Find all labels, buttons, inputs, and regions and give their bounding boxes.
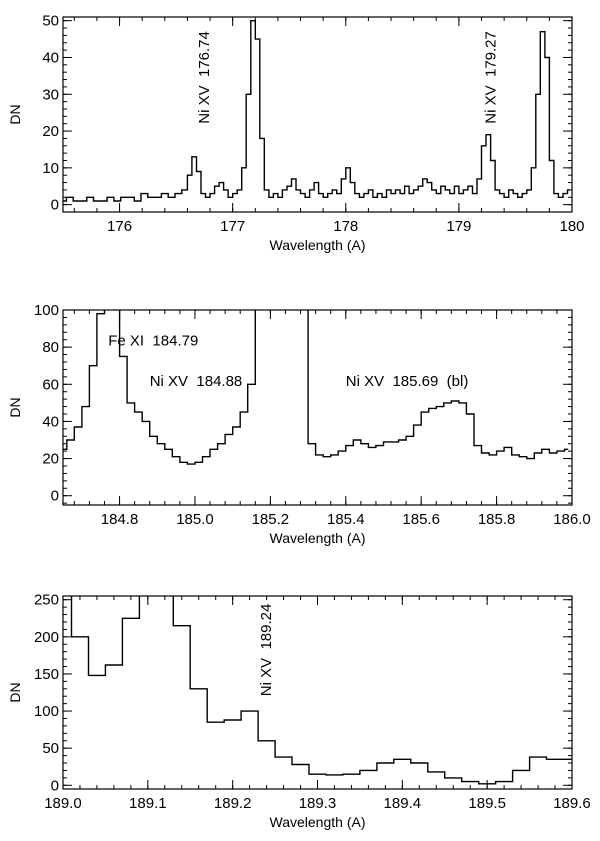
y-tick-label: 0 [51, 197, 59, 214]
line-annotation: Fe XI 184.79 [108, 332, 198, 349]
y-tick-label: 0 [51, 488, 59, 505]
x-axis-title: Wavelength (A) [270, 814, 366, 830]
x-tick-label: 180 [559, 218, 584, 235]
plot-frame [62, 16, 573, 213]
spectrum-series-line [63, 20, 570, 202]
y-tick-label: 80 [42, 339, 59, 356]
y-axis-title: DN [7, 682, 23, 702]
x-tick-label: 185.2 [252, 511, 290, 528]
plot-frame [62, 595, 573, 790]
y-tick-label: 60 [42, 376, 59, 393]
y-tick-label: 20 [42, 451, 59, 468]
y-tick-label: 0 [51, 777, 59, 794]
line-annotation: Ni XV 179.27 [482, 31, 499, 124]
x-tick-label: 185.0 [176, 511, 214, 528]
plot-frame [62, 309, 573, 506]
y-axis-title: DN [7, 397, 23, 417]
x-tick-label: 176 [107, 218, 132, 235]
x-tick-label: 189.6 [553, 795, 591, 812]
y-tick-label: 10 [42, 160, 59, 177]
x-tick-label: 189.1 [129, 795, 167, 812]
y-tick-label: 40 [42, 413, 59, 430]
y-tick-label: 40 [42, 49, 59, 66]
y-tick-label: 200 [34, 629, 59, 646]
x-tick-label: 189.5 [468, 795, 506, 812]
x-tick-label: 185.6 [402, 511, 440, 528]
y-tick-label: 250 [34, 592, 59, 609]
x-tick-label: 177 [220, 218, 245, 235]
x-tick-label: 185.8 [478, 511, 516, 528]
y-tick-label: 50 [42, 740, 59, 757]
y-tick-label: 100 [34, 302, 59, 319]
x-tick-label: 189.2 [214, 795, 252, 812]
y-tick-label: 30 [42, 86, 59, 103]
spectrum-series-line [63, 310, 569, 465]
x-axis-title: Wavelength (A) [270, 237, 366, 253]
y-tick-label: 50 [42, 13, 59, 30]
y-tick-label: 150 [34, 666, 59, 683]
panel-3: 189.0 189.1 189.2 189.3 189.4 189.5 189.6 0 50 10… [7, 592, 591, 830]
y-tick-label: 100 [34, 703, 59, 720]
x-tick-label: 178 [333, 218, 358, 235]
y-axis-title: DN [7, 104, 23, 124]
x-tick-label: 189.0 [44, 795, 82, 812]
line-annotation: Ni XV 189.24 [258, 604, 275, 697]
spectrum-series-line [70, 596, 572, 785]
x-tick-label: 186.0 [553, 511, 591, 528]
line-annotation: Ni XV 176.74 [196, 31, 213, 124]
panel-2: 184.8 185.0 185.2 185.4 185.6 185.8 186.0 0 20 40… [7, 302, 591, 546]
x-axis-title: Wavelength (A) [270, 530, 366, 546]
y-tick-label: 20 [42, 123, 59, 140]
line-annotation: Ni XV 184.88 [150, 373, 243, 390]
x-tick-label: 189.4 [384, 795, 422, 812]
x-tick-label: 179 [446, 218, 471, 235]
x-tick-label: 189.3 [299, 795, 337, 812]
x-tick-label: 185.4 [327, 511, 365, 528]
line-annotation: Ni XV 185.69 (bl) [346, 373, 469, 390]
panel-1: 176 177 178 179 180 0 10 20 30 40 50 Wavelength (A)… [7, 13, 585, 253]
x-tick-label: 184.8 [101, 511, 139, 528]
